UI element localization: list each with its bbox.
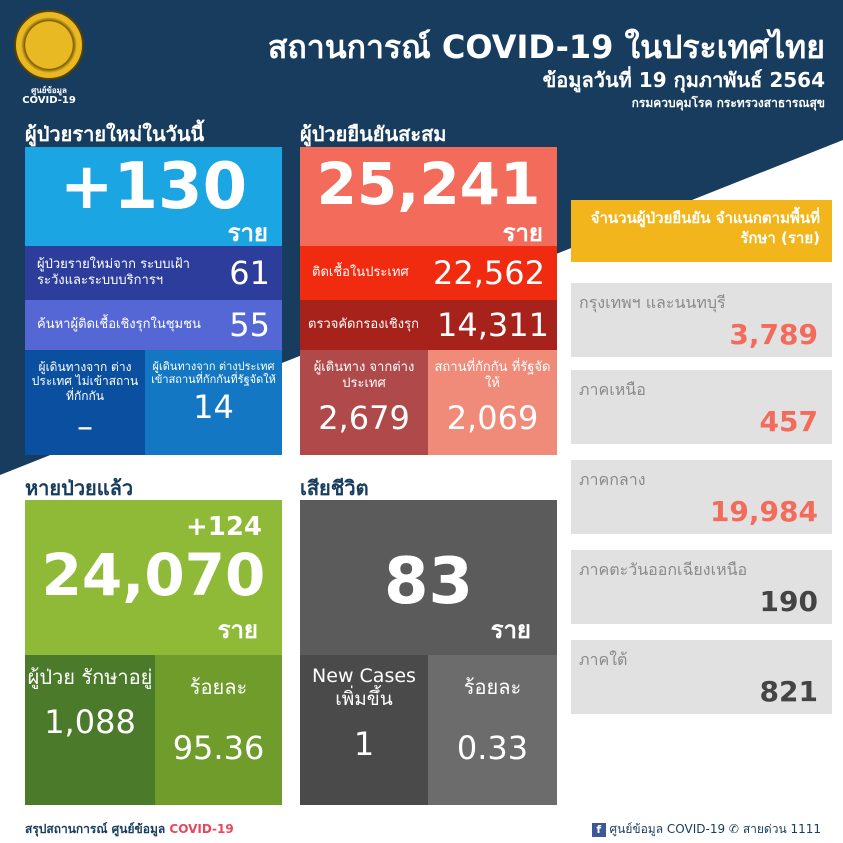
- value: 22,562: [433, 254, 545, 292]
- new-cases-heading: ผู้ป่วยรายใหม่ในวันนี้: [25, 122, 205, 146]
- value: 2,069: [446, 399, 539, 438]
- surveillance-row: ผู้ป่วยรายใหม่จาก ระบบเฝ้าระวังและระบบบร…: [25, 246, 282, 300]
- value: –: [77, 407, 93, 446]
- domestic-row: ติดเชื้อในประเทศ 22,562: [300, 246, 557, 300]
- region-value: 190: [759, 585, 818, 618]
- quarantine-cell: สถานที่กักกัน ที่รัฐจัดให้ 2,069: [428, 350, 557, 455]
- label: ติดเชื้อในประเทศ: [312, 265, 409, 281]
- region-card: ภาคตะวันออกเฉียงเหนือ 190: [571, 550, 832, 624]
- hospitalized-cell: ผู้ป่วย รักษาอยู่ 1,088: [25, 655, 155, 805]
- value: 61: [229, 254, 270, 292]
- source: กรมควบคุมโรค กระทรวงสาธารณสุข: [631, 96, 825, 110]
- unit: ราย: [502, 219, 543, 247]
- region-name: ภาคเหนือ: [579, 380, 646, 399]
- region-value: 19,984: [709, 495, 818, 528]
- value: 55: [229, 306, 270, 344]
- deaths-box: 83 ราย: [300, 500, 557, 655]
- recovered-delta: +124: [185, 512, 262, 542]
- region-card: กรุงเทพฯ และนนทบุรี 3,789: [571, 283, 832, 357]
- new-cases-total: +130: [59, 150, 248, 224]
- recovered-total: 24,070: [41, 541, 266, 609]
- region-value: 457: [759, 405, 818, 438]
- logo-text: ศูนย์ข้อมูล: [31, 86, 67, 95]
- label: ผู้เดินทางจาก ต่างประเทศ ไม่เข้าสถานที่ก…: [31, 360, 139, 403]
- value: 2,679: [318, 399, 410, 438]
- label: ร้อยละ: [463, 675, 522, 699]
- recovered-heading: หายป่วยแล้ว: [25, 476, 134, 500]
- travel-no-quarantine-cell: ผู้เดินทางจาก ต่างประเทศ ไม่เข้าสถานที่ก…: [25, 350, 145, 455]
- active-search-row: ตรวจคัดกรองเชิงรุก 14,311: [300, 300, 557, 350]
- region-name: ภาคตะวันออกเฉียงเหนือ: [579, 560, 748, 579]
- label: ร้อยละ: [189, 675, 248, 699]
- region-card: ภาคกลาง 19,984: [571, 460, 832, 534]
- date: ข้อมูลวันที่ 19 กุมภาพันธ์ 2564: [542, 68, 825, 92]
- label: ค้นหาผู้ติดเชื้อเชิงรุกในชุมชน: [37, 317, 201, 333]
- government-seal-logo: [14, 10, 84, 80]
- travelers-cell: ผู้เดินทาง จากต่างประเทศ 2,679: [300, 350, 428, 455]
- footer-left: สรุปสถานการณ์ ศูนย์ข้อมูล COVID-19: [25, 820, 234, 839]
- cumulative-total-box: 25,241 ราย: [300, 147, 557, 247]
- label: ตรวจคัดกรองเชิงรุก: [308, 317, 419, 333]
- new-cases-total-box: +130 ราย: [25, 147, 282, 247]
- region-value: 3,789: [729, 318, 818, 351]
- region-name: ภาคกลาง: [579, 470, 646, 489]
- travel-quarantine-cell: ผู้เดินทางจาก ต่างประเทศ เข้าสถานที่กักก…: [145, 350, 282, 455]
- facebook-page[interactable]: ศูนย์ข้อมูล COVID-19: [609, 822, 726, 836]
- value: 0.33: [456, 729, 529, 767]
- recovered-box: +124 24,070 ราย: [25, 500, 282, 655]
- regions-heading: จำนวนผู้ป่วยยืนยัน จำแนกตามพื้นที่รักษา …: [571, 200, 832, 262]
- label: ผู้เดินทางจาก ต่างประเทศ เข้าสถานที่กักก…: [151, 360, 276, 387]
- footer-right: f ศูนย์ข้อมูล COVID-19 ✆ สายด่วน 1111: [591, 820, 821, 839]
- recovered-pct-cell: ร้อยละ 95.36: [155, 655, 282, 805]
- deaths-total: 83: [383, 545, 474, 619]
- footer-accent: COVID-19: [169, 822, 234, 836]
- phone-icon: ✆: [728, 822, 739, 836]
- label: สถานที่กักกัน ที่รัฐจัดให้: [434, 360, 551, 391]
- facebook-icon: f: [591, 822, 606, 837]
- region-name: ภาคใต้: [579, 650, 628, 669]
- value: 1,088: [44, 703, 136, 741]
- label: ผู้ป่วย รักษาอยู่: [27, 665, 153, 689]
- unit: ราย: [217, 616, 258, 644]
- footer-text: สรุปสถานการณ์ ศูนย์ข้อมูล: [25, 822, 166, 836]
- value: 1: [353, 724, 375, 763]
- community-row: ค้นหาผู้ติดเชื้อเชิงรุกในชุมชน 55: [25, 300, 282, 350]
- label: ผู้เดินทาง จากต่างประเทศ: [313, 360, 415, 391]
- label: ผู้ป่วยรายใหม่จาก ระบบเฝ้าระวังและระบบบร…: [37, 257, 190, 288]
- region-value: 821: [759, 675, 818, 708]
- deaths-heading: เสียชีวิต: [300, 476, 369, 500]
- region-card: ภาคใต้ 821: [571, 640, 832, 714]
- page-title: สถานการณ์ COVID-19 ในประเทศไทย: [267, 28, 825, 66]
- label: New Cases เพิ่มขึ้น: [312, 665, 416, 710]
- unit: ราย: [490, 616, 531, 644]
- hotline: สายด่วน 1111: [742, 822, 821, 836]
- deaths-new-cell: New Cases เพิ่มขึ้น 1: [300, 655, 428, 805]
- unit: ราย: [227, 219, 268, 247]
- logo-sub: COVID-19: [22, 95, 76, 106]
- cumulative-heading: ผู้ป่วยยืนยันสะสม: [300, 122, 447, 146]
- cumulative-total: 25,241: [316, 150, 541, 218]
- value: 14: [193, 388, 234, 427]
- region-card: ภาคเหนือ 457: [571, 370, 832, 444]
- value: 95.36: [172, 729, 265, 767]
- deaths-pct-cell: ร้อยละ 0.33: [428, 655, 557, 805]
- value: 14,311: [437, 306, 549, 344]
- region-name: กรุงเทพฯ และนนทบุรี: [579, 293, 726, 312]
